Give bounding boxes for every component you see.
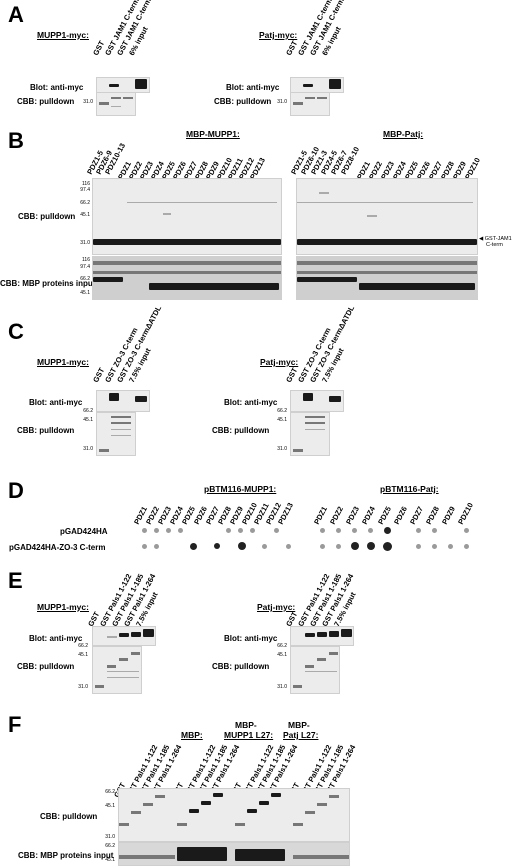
panel-e-left-row-blot: Blot: anti-myc (29, 634, 83, 643)
panel-f-group-patj-a: MBP- (288, 720, 310, 730)
panel-d-spots-patj (318, 520, 488, 556)
panel-a-left-row-blot: Blot: anti-myc (30, 83, 84, 92)
mw-marker: 97.4 (80, 264, 90, 270)
mw-marker: 31.0 (83, 446, 93, 452)
panel-e-right-blot (290, 626, 354, 646)
mw-marker: 45.1 (80, 290, 90, 296)
panel-a-right-row-blot: Blot: anti-myc (226, 83, 280, 92)
panel-e-left-gel (92, 646, 142, 694)
arrow-label-1: GST-JAM1 (484, 236, 512, 242)
panel-e-left-row-cbb: CBB: pulldown (17, 662, 75, 671)
panel-c-right-header: Patj-myc: (260, 357, 299, 367)
panel-letter-b: B (8, 128, 24, 153)
panel-d-header-mupp1: pBTM116-MUPP1: (204, 484, 277, 494)
panel-f-group-patj-b: Patj L27: (283, 730, 319, 740)
mw-marker: 45.1 (78, 652, 88, 658)
arrow-label-2: C-term (486, 242, 503, 248)
panel-c-left-header: MUPP1-myc: (37, 357, 89, 367)
mw-marker: 31.0 (277, 684, 287, 690)
panel-c-left-blot (96, 390, 150, 412)
panel-e-left-header: MUPP1-myc: (37, 602, 89, 612)
panel-c-right-blot (290, 390, 344, 412)
panel-a-left-blot (96, 77, 150, 93)
mw-marker: 66.2 (80, 200, 90, 206)
lane-label: GST (284, 366, 300, 384)
panel-a-left-row-cbb: CBB: pulldown (17, 97, 75, 106)
mw-marker: 97.4 (80, 187, 90, 193)
panel-b-gel-mupp1-input (92, 256, 282, 300)
panel-f-row-pulldown: CBB: pulldown (40, 812, 98, 821)
mw-marker: 31.0 (83, 99, 93, 105)
panel-a-right-header: Patj-myc: (259, 30, 298, 40)
mw-marker: 45.1 (83, 417, 93, 423)
mw-marker: 45.1 (277, 417, 287, 423)
panel-c-right-gel (290, 412, 330, 456)
panel-letter-a: A (8, 2, 24, 27)
mw-marker: 116 (82, 181, 90, 187)
panel-b-header-mupp1: MBP-MUPP1: (186, 129, 240, 139)
panel-e-right-header: Patj-myc: (257, 602, 296, 612)
panel-a-left-header: MUPP1-myc: (37, 30, 89, 40)
panel-e-right-row-cbb: CBB: pulldown (212, 662, 270, 671)
panel-a-right-row-cbb: CBB: pulldown (214, 97, 272, 106)
mw-marker: 66.2 (277, 408, 287, 414)
panel-c-left-row-blot: Blot: anti-myc (29, 398, 83, 407)
mw-marker: 66.2 (277, 643, 287, 649)
mw-marker: 31.0 (277, 99, 287, 105)
panel-b-row-pulldown: CBB: pulldown (18, 212, 76, 221)
lane-label: GST (91, 39, 107, 57)
panel-e-right-gel (290, 646, 340, 694)
panel-a-left-gel (96, 92, 136, 116)
panel-c-right-row-blot: Blot: anti-myc (224, 398, 278, 407)
mw-marker: 66.2 (83, 408, 93, 414)
mw-marker: 45.1 (80, 212, 90, 218)
panel-f-group-mupp1-a: MBP- (235, 720, 257, 730)
panel-letter-c: C (8, 319, 24, 344)
lane-label: GST (284, 39, 300, 57)
mw-marker: 66.2 (105, 789, 115, 795)
mw-marker: 31.0 (78, 684, 88, 690)
panel-b-header-patj: MBP-Patj: (383, 129, 424, 139)
panel-b-gel-patj-pulldown (296, 178, 478, 255)
panel-b-row-input: CBB: MBP proteins input (0, 279, 96, 288)
panel-a-right-blot (290, 77, 344, 93)
lane-label: GST (91, 366, 107, 384)
panel-f-group-mbp: MBP: (181, 730, 203, 740)
panel-d-row1: pGAD424HA (60, 527, 108, 536)
panel-f-gel-pulldown (118, 788, 350, 842)
panel-b-gel-patj-input (296, 256, 478, 300)
mw-marker: 116 (82, 257, 90, 263)
mw-marker: 45.1 (105, 803, 115, 809)
mw-marker: 45.1 (277, 652, 287, 658)
panel-d-row2: pGAD424HA-ZO-3 C-term (9, 543, 106, 552)
mw-marker: 45.1 (105, 857, 115, 863)
panel-b-gel-mupp1-pulldown (92, 178, 282, 255)
panel-letter-f: F (8, 712, 22, 737)
panel-c-right-row-cbb: CBB: pulldown (212, 426, 270, 435)
panel-c-left-gel (96, 412, 136, 456)
panel-d-header-patj: pBTM116-Patj: (380, 484, 439, 494)
panel-b-arrow-label: ◀ GST-JAM1 C-term (479, 236, 512, 248)
panel-a-right-gel (290, 92, 330, 116)
mw-marker: 66.2 (105, 843, 115, 849)
panel-e-right-row-blot: Blot: anti-myc (224, 634, 278, 643)
panel-c-left-row-cbb: CBB: pulldown (17, 426, 75, 435)
panel-f-group-mupp1-b: MUPP1 L27: (224, 730, 274, 740)
panel-f-gel-input (118, 842, 350, 866)
mw-marker: 31.0 (80, 240, 90, 246)
mw-marker: 66.2 (80, 276, 90, 282)
panel-letter-d: D (8, 478, 24, 503)
panel-d-spots-mupp1 (140, 520, 302, 556)
panel-f-row-input: CBB: MBP proteins input (18, 851, 114, 860)
mw-marker: 66.2 (78, 643, 88, 649)
mw-marker: 31.0 (277, 446, 287, 452)
panel-e-left-blot (92, 626, 156, 646)
panel-letter-e: E (8, 568, 23, 593)
mw-marker: 31.0 (105, 834, 115, 840)
